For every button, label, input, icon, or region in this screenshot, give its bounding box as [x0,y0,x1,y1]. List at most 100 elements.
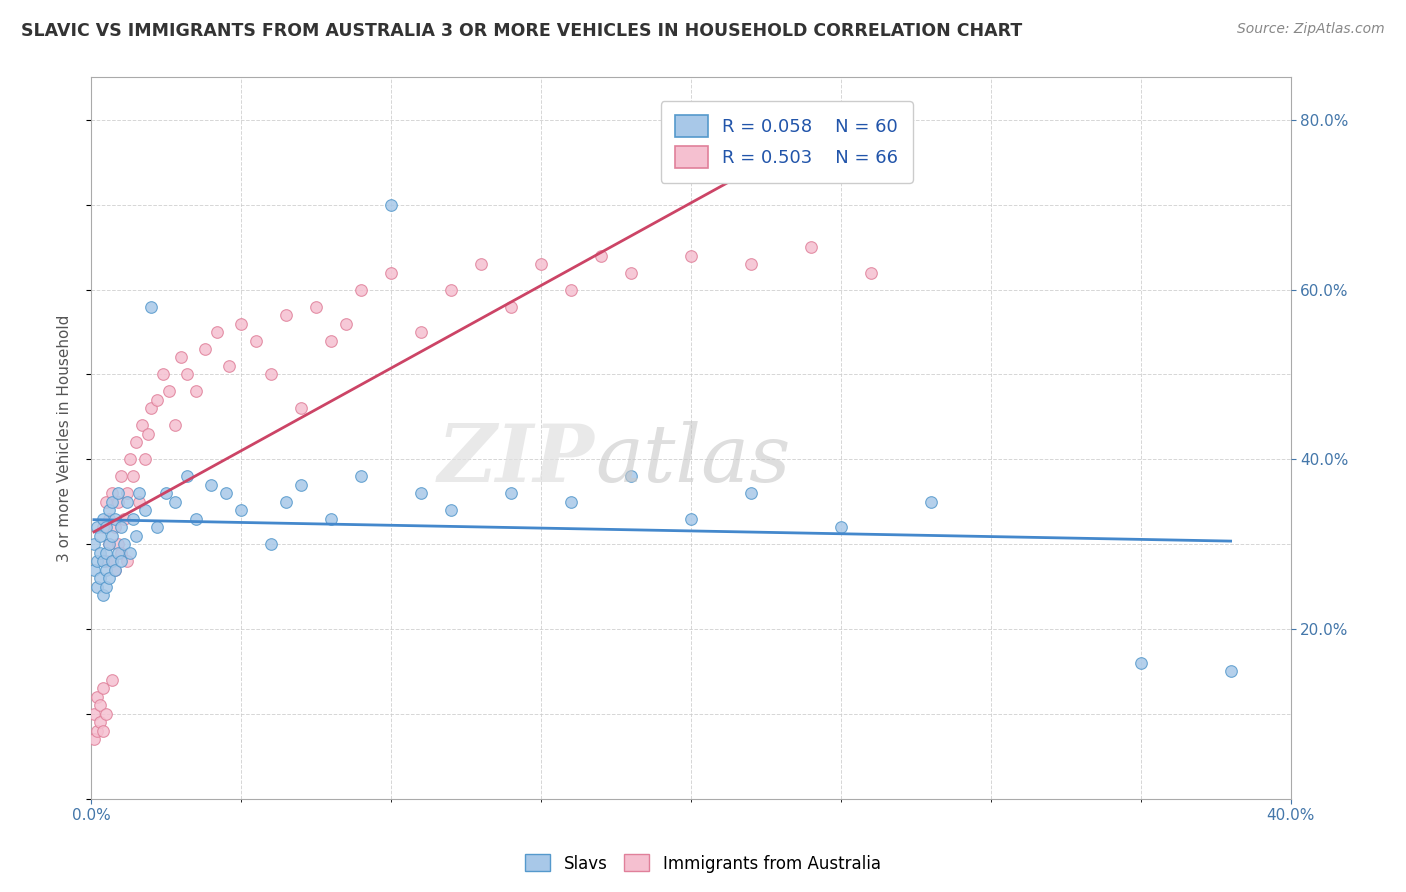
Point [83,706,105,721]
Point [740,257,762,271]
Point [440,503,463,517]
Point [350,283,373,297]
Point [118,452,141,467]
Point [94,546,117,560]
Point [679,249,702,263]
Point [89,529,111,543]
Point [290,477,312,491]
Point [101,554,124,568]
Point [86,690,108,704]
Point [215,486,238,500]
Point [184,512,207,526]
Point [115,554,138,568]
Point [104,563,127,577]
Point [139,300,162,314]
Point [97,571,120,585]
Point [380,198,402,212]
Point [290,401,312,416]
Point [122,512,145,526]
Point [118,546,141,560]
Legend: Slavs, Immigrants from Australia: Slavs, Immigrants from Australia [519,847,887,880]
Point [560,283,582,297]
Point [104,563,127,577]
Point [101,529,124,543]
Point [620,266,643,280]
Text: SLAVIC VS IMMIGRANTS FROM AUSTRALIA 3 OR MORE VEHICLES IN HOUSEHOLD CORRELATION : SLAVIC VS IMMIGRANTS FROM AUSTRALIA 3 OR… [21,22,1022,40]
Point [157,384,180,399]
Point [89,715,111,730]
Point [440,283,463,297]
Point [89,571,111,585]
Point [115,486,138,500]
Point [91,588,114,602]
Text: ZIP: ZIP [437,421,595,499]
Y-axis label: 3 or more Vehicles in Household: 3 or more Vehicles in Household [58,314,72,562]
Point [86,580,108,594]
Point [97,503,120,517]
Point [830,520,852,534]
Point [274,308,297,322]
Point [110,546,132,560]
Point [184,384,207,399]
Point [83,537,105,551]
Point [122,469,145,483]
Point [245,334,267,348]
Point [176,368,198,382]
Point [136,426,159,441]
Point [1219,665,1241,679]
Point [107,486,129,500]
Point [131,418,153,433]
Point [107,494,129,508]
Point [110,469,132,483]
Point [107,546,129,560]
Point [260,537,283,551]
Point [229,317,252,331]
Point [101,554,124,568]
Point [679,512,702,526]
Point [800,240,823,254]
Point [91,723,114,738]
Point [107,537,129,551]
Point [104,512,127,526]
Point [115,494,138,508]
Point [134,452,156,467]
Point [89,546,111,560]
Point [94,580,117,594]
Point [260,368,283,382]
Point [89,698,111,713]
Point [101,673,124,687]
Point [319,334,342,348]
Text: Source: ZipAtlas.com: Source: ZipAtlas.com [1237,22,1385,37]
Point [152,368,174,382]
Point [97,537,120,551]
Point [125,529,148,543]
Point [194,342,217,356]
Point [409,325,432,339]
Point [274,494,297,508]
Point [86,520,108,534]
Point [499,300,522,314]
Point [499,486,522,500]
Point [128,494,150,508]
Point [305,300,328,314]
Point [229,503,252,517]
Point [94,494,117,508]
Point [125,435,148,450]
Point [97,537,120,551]
Legend: R = 0.058    N = 60, R = 0.503    N = 66: R = 0.058 N = 60, R = 0.503 N = 66 [661,101,912,183]
Point [97,512,120,526]
Point [530,257,553,271]
Point [112,537,135,551]
Point [128,486,150,500]
Point [740,486,762,500]
Point [335,317,357,331]
Point [134,503,156,517]
Point [409,486,432,500]
Point [560,494,582,508]
Point [218,359,240,373]
Point [319,512,342,526]
Point [380,266,402,280]
Point [101,486,124,500]
Point [110,520,132,534]
Point [112,512,135,526]
